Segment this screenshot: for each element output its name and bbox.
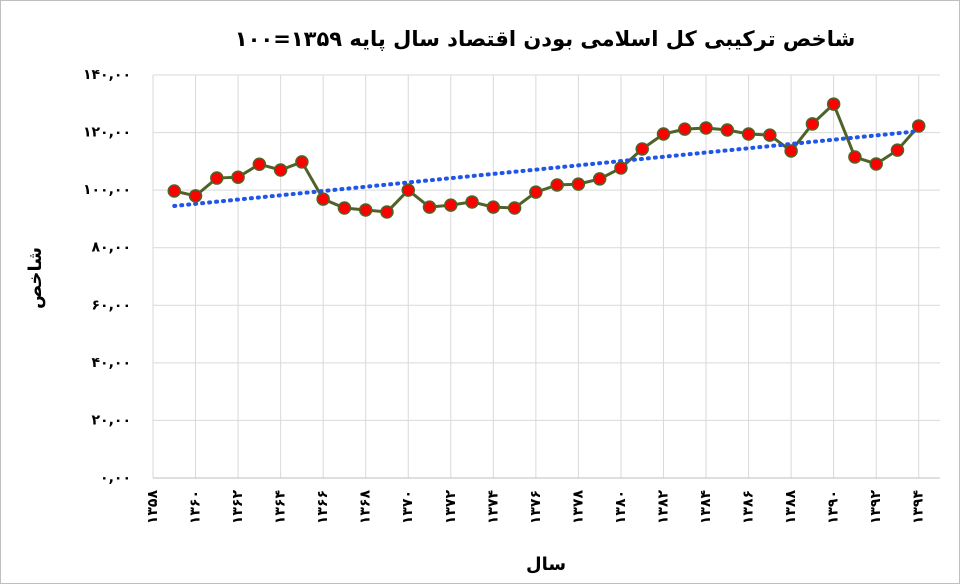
x-tick-label: ۱۳۸۶	[741, 490, 757, 524]
x-tick-label: ۱۳۸۴	[698, 490, 714, 525]
x-tick-label: ۱۳۹۲	[868, 490, 884, 525]
data-point	[741, 127, 756, 141]
data-point	[635, 142, 649, 156]
data-point	[252, 157, 267, 171]
x-tick-label: ۱۳۸۸	[783, 490, 799, 525]
y-axis-label: شاخص	[25, 247, 46, 309]
x-tick-label: ۱۳۷۲	[443, 490, 459, 525]
data-point	[188, 189, 203, 203]
x-tick-label: ۱۳۸۲	[655, 490, 671, 525]
data-point	[890, 143, 905, 157]
data-point	[911, 119, 926, 133]
data-point	[805, 117, 820, 131]
data-point	[592, 172, 607, 186]
data-point	[784, 144, 798, 158]
data-point	[848, 150, 862, 164]
data-point	[444, 198, 458, 212]
data-point	[210, 171, 224, 185]
data-point	[401, 183, 415, 197]
data-point	[763, 128, 777, 142]
data-point	[295, 155, 309, 169]
y-tick-label: ۴۰,۰۰	[92, 355, 132, 371]
x-tick-label: ۱۳۶۲	[230, 490, 246, 525]
data-point	[380, 205, 394, 219]
data-point	[422, 200, 437, 214]
x-tick-label: ۱۳۸۰	[613, 490, 629, 524]
y-tick-label: ۶۰,۰۰	[92, 297, 132, 313]
data-point	[614, 161, 628, 175]
y-tick-label: ۱۴۰,۰۰	[83, 67, 131, 83]
data-point	[826, 97, 841, 111]
x-tick-label: ۱۳۶۸	[358, 490, 374, 525]
y-tick-label: ۰,۰۰	[100, 470, 131, 486]
y-tick-label: ۸۰,۰۰	[92, 240, 132, 256]
data-point	[720, 123, 735, 137]
x-tick-label: ۱۳۶۴	[273, 490, 289, 525]
data-point	[678, 122, 692, 136]
x-tick-label: ۱۳۵۸	[145, 490, 161, 525]
x-tick-label: ۱۳۹۴	[911, 490, 927, 525]
y-tick-label: ۱۲۰,۰۰	[83, 125, 131, 141]
x-tick-label: ۱۳۶۶	[315, 490, 331, 524]
data-point	[316, 192, 330, 206]
data-point	[869, 157, 883, 171]
data-point	[231, 170, 245, 184]
x-tick-label: ۱۳۷۸	[570, 490, 586, 525]
data-point	[358, 203, 373, 217]
x-tick-label: ۱۳۷۴	[485, 490, 501, 525]
x-tick-label: ۱۳۶۰	[188, 490, 204, 524]
data-point	[486, 200, 501, 214]
data-point	[273, 163, 288, 177]
chart-title: شاخص ترکیبی کل اسلامی بودن اقتصاد سال پا…	[235, 27, 855, 51]
trendline	[172, 129, 921, 208]
data-point	[167, 184, 182, 198]
data-point	[529, 185, 543, 199]
x-tick-label: ۱۳۷۶	[528, 490, 544, 524]
data-point	[656, 127, 671, 141]
y-tick-label: ۱۰۰,۰۰	[83, 182, 131, 198]
data-point	[550, 178, 564, 192]
x-tick-label: ۱۳۷۰	[400, 490, 416, 524]
data-point	[465, 195, 479, 209]
data-point	[507, 201, 522, 215]
data-point	[337, 201, 352, 215]
data-point	[571, 177, 586, 191]
data-point	[699, 121, 713, 135]
x-axis-label: سال	[526, 554, 566, 575]
x-tick-label: ۱۳۹۰	[826, 490, 842, 524]
y-tick-label: ۲۰,۰۰	[92, 412, 132, 428]
